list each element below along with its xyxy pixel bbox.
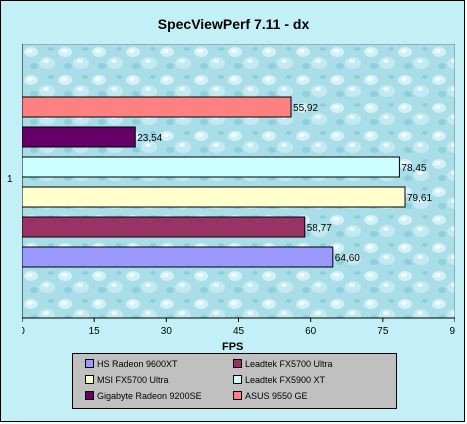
bar-msi-fx5700-ultra bbox=[22, 186, 406, 208]
x-tick-label: 60 bbox=[305, 326, 317, 337]
x-tick-label: 75 bbox=[377, 326, 389, 337]
x-tick-label: 45 bbox=[233, 326, 245, 337]
legend-swatch bbox=[233, 375, 242, 384]
legend-item: Gigabyte Radeon 9200SE bbox=[85, 391, 202, 401]
bar-gigabyte-radeon-9200se bbox=[22, 126, 136, 148]
bar-leadtek-fx5700-ultra bbox=[22, 216, 306, 238]
bar-asus-9550-ge bbox=[22, 96, 292, 118]
data-label: 79,61 bbox=[407, 193, 432, 204]
bar-leadtek-fx5900-xt bbox=[22, 156, 400, 178]
chart-canvas: 64,60 58,77 79,61 78,45 23,54 55,92 0 15 30 45 60… bbox=[22, 44, 455, 337]
plot-area: 64,60 58,77 79,61 78,45 23,54 55,92 0 15 30 45 60… bbox=[22, 44, 455, 337]
x-axis-label: FPS bbox=[222, 341, 244, 353]
plot-background bbox=[22, 44, 455, 319]
legend-label: Leadtek FX5900 XT bbox=[245, 375, 326, 385]
legend-label: Leadtek FX5700 Ultra bbox=[245, 359, 333, 369]
data-label: 78,45 bbox=[401, 163, 426, 174]
legend-label: HS Radeon 9600XT bbox=[97, 359, 178, 369]
legend-item: Leadtek FX5900 XT bbox=[233, 375, 325, 385]
legend-swatch bbox=[85, 375, 94, 384]
legend-item: ASUS 9550 GE bbox=[233, 391, 308, 401]
legend-label: ASUS 9550 GE bbox=[245, 391, 308, 401]
x-tick-label: 30 bbox=[161, 326, 173, 337]
chart-title: SpecViewPerf 7.11 - dx bbox=[157, 16, 310, 32]
x-tick-label: 0 bbox=[22, 326, 25, 337]
legend-swatch bbox=[233, 391, 242, 400]
legend-swatch bbox=[233, 359, 242, 368]
data-label: 23,54 bbox=[137, 133, 162, 144]
legend-swatch bbox=[85, 359, 94, 368]
legend-swatch bbox=[85, 391, 94, 400]
legend-item: MSI FX5700 Ultra bbox=[85, 375, 169, 385]
data-label: 55,92 bbox=[293, 103, 318, 114]
bar-hs-radeon-9600xt bbox=[22, 246, 334, 268]
x-tick-label: 15 bbox=[89, 326, 101, 337]
x-tick-label: 90 bbox=[449, 326, 455, 337]
legend-label: Gigabyte Radeon 9200SE bbox=[97, 391, 202, 401]
data-label: 64,60 bbox=[335, 253, 360, 264]
legend-label: MSI FX5700 Ultra bbox=[97, 375, 169, 385]
data-label: 58,77 bbox=[307, 223, 332, 234]
legend-item: Leadtek FX5700 Ultra bbox=[233, 359, 333, 369]
legend: HS Radeon 9600XT Leadtek FX5700 Ultra MSI … bbox=[72, 353, 397, 409]
category-label: 1 bbox=[7, 174, 13, 185]
legend-item: HS Radeon 9600XT bbox=[85, 359, 178, 369]
